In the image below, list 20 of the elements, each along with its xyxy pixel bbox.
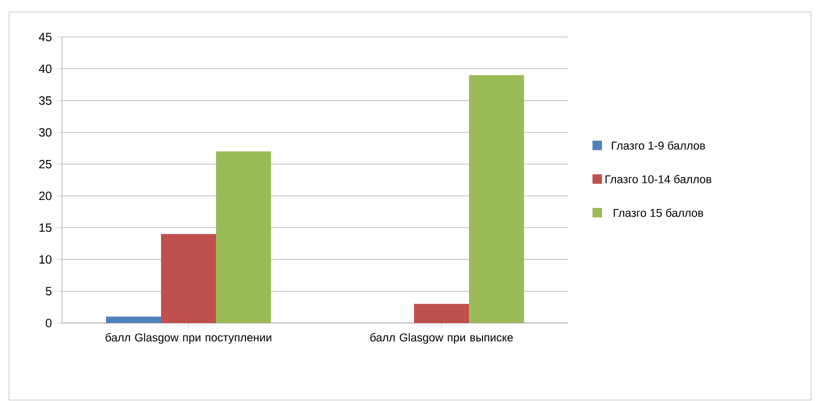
y-tick-label: 35 — [39, 96, 52, 105]
y-tick-label: 15 — [40, 223, 52, 232]
legend-label: Глазго 15 баллов — [614, 208, 704, 217]
legend-label: Глазго 10-14 баллов — [606, 174, 712, 184]
x-tick-label: балл Glasgow при выписке — [370, 333, 513, 344]
y-tick-label: 40 — [38, 64, 52, 74]
bar — [216, 151, 272, 323]
y-tick-label: 30 — [39, 128, 52, 137]
y-tick-label: 0 — [46, 318, 52, 328]
y-tick-label: 45 — [38, 32, 52, 42]
bar — [106, 316, 162, 323]
bar — [161, 234, 216, 323]
y-tick-label: 10 — [40, 255, 52, 264]
bar — [414, 304, 469, 323]
bar — [469, 75, 524, 323]
y-tick-label: 25 — [39, 160, 52, 168]
legend-label: Глазго 1-9 баллов — [612, 141, 705, 150]
y-tick-label: 5 — [46, 287, 52, 296]
y-tick-label: 20 — [39, 192, 52, 200]
x-tick-label: балл Glasgow при поступлении — [106, 333, 272, 344]
